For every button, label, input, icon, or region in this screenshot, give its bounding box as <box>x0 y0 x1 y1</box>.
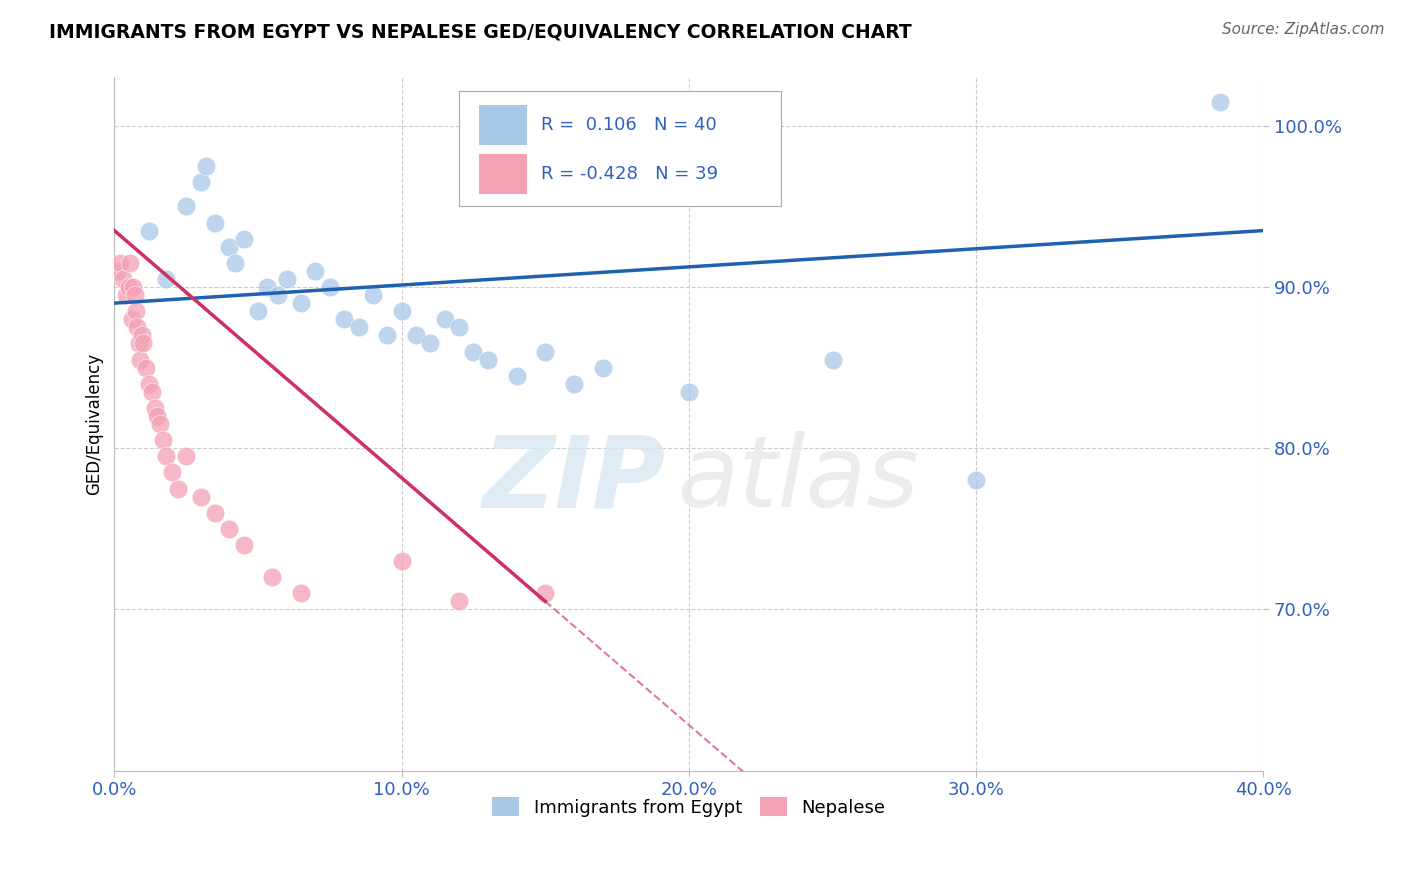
Point <box>821 352 844 367</box>
Point <box>391 554 413 568</box>
Point <box>433 312 456 326</box>
Point <box>391 304 413 318</box>
Point <box>115 288 138 302</box>
Point <box>256 280 278 294</box>
Point <box>108 256 131 270</box>
Point <box>135 360 157 375</box>
Point <box>247 304 270 318</box>
Text: ZIP: ZIP <box>482 431 666 528</box>
Point <box>122 280 145 294</box>
FancyBboxPatch shape <box>478 153 527 194</box>
Point <box>290 296 312 310</box>
Point <box>121 312 143 326</box>
Point <box>120 256 142 270</box>
Text: Source: ZipAtlas.com: Source: ZipAtlas.com <box>1222 22 1385 37</box>
Point <box>190 175 212 189</box>
Point <box>129 352 152 367</box>
Point <box>267 288 290 302</box>
Point <box>534 586 557 600</box>
Point <box>127 320 149 334</box>
Point <box>218 240 240 254</box>
Point <box>232 232 254 246</box>
Point <box>678 384 700 399</box>
Point <box>419 336 441 351</box>
Point <box>155 272 177 286</box>
Point <box>204 506 226 520</box>
Point <box>290 586 312 600</box>
Point <box>319 280 342 294</box>
Point <box>592 360 614 375</box>
Point <box>262 570 284 584</box>
Point <box>204 215 226 229</box>
Point <box>562 376 585 391</box>
Point <box>463 344 485 359</box>
Point <box>124 288 146 302</box>
Point <box>138 224 160 238</box>
Point <box>128 336 150 351</box>
FancyBboxPatch shape <box>478 105 527 145</box>
Point <box>477 352 499 367</box>
Point <box>361 288 384 302</box>
Point <box>155 450 177 464</box>
Text: R = -0.428   N = 39: R = -0.428 N = 39 <box>541 165 718 183</box>
Point <box>118 280 141 294</box>
Point <box>218 522 240 536</box>
Point <box>375 328 398 343</box>
Y-axis label: GED/Equivalency: GED/Equivalency <box>86 353 103 495</box>
Point <box>534 344 557 359</box>
Point <box>112 272 135 286</box>
Point <box>105 264 128 278</box>
Point <box>405 328 427 343</box>
Point <box>160 466 183 480</box>
Point <box>224 256 246 270</box>
Point <box>152 433 174 447</box>
Point <box>143 401 166 415</box>
Point <box>276 272 298 286</box>
Point <box>333 312 356 326</box>
Point <box>141 384 163 399</box>
Point <box>174 199 197 213</box>
Point <box>304 264 326 278</box>
Point <box>190 490 212 504</box>
Point <box>131 328 153 343</box>
Point <box>166 482 188 496</box>
Point <box>1209 95 1232 109</box>
Point <box>505 368 527 383</box>
Point <box>149 417 172 431</box>
Text: atlas: atlas <box>678 431 920 528</box>
Point <box>132 336 155 351</box>
FancyBboxPatch shape <box>460 91 780 206</box>
Point <box>232 538 254 552</box>
Text: IMMIGRANTS FROM EGYPT VS NEPALESE GED/EQUIVALENCY CORRELATION CHART: IMMIGRANTS FROM EGYPT VS NEPALESE GED/EQ… <box>49 22 912 41</box>
Point <box>347 320 370 334</box>
Legend: Immigrants from Egypt, Nepalese: Immigrants from Egypt, Nepalese <box>485 790 893 824</box>
Point <box>146 409 169 423</box>
Point <box>449 320 471 334</box>
Point <box>965 474 987 488</box>
Point <box>195 159 218 173</box>
Point <box>174 450 197 464</box>
Point <box>138 376 160 391</box>
Point <box>125 304 148 318</box>
Point <box>449 594 471 608</box>
Text: R =  0.106   N = 40: R = 0.106 N = 40 <box>541 116 717 135</box>
